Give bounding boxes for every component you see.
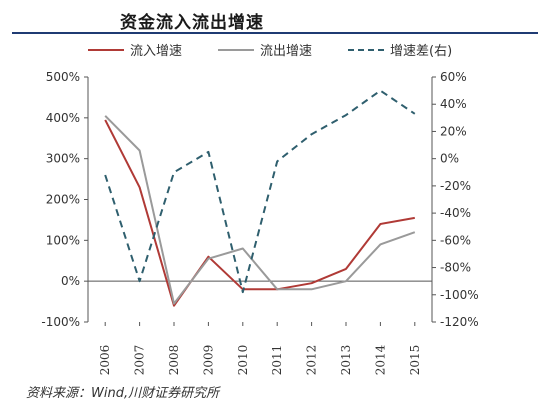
right-tick-label: -60%: [440, 233, 471, 247]
right-tick-label: -80%: [440, 261, 471, 275]
legend-item-diff: 增速差(右): [348, 40, 452, 59]
right-tick-label: 40%: [440, 97, 467, 111]
series-line-outflow: [104, 115, 416, 305]
x-tick-label: 2009: [201, 345, 215, 376]
right-tick-label: -120%: [440, 315, 479, 329]
right-tick-label: -40%: [440, 206, 471, 220]
left-tick-label: -100%: [41, 315, 80, 329]
left-tick-label: 300%: [46, 152, 80, 166]
x-tick-label: 2015: [408, 345, 422, 376]
left-tick-label: 0%: [61, 274, 80, 288]
left-tick-label: 500%: [46, 70, 80, 84]
x-tick-label: 2007: [133, 345, 147, 376]
legend-label-diff: 增速差(右): [390, 44, 453, 59]
right-tick-label: -20%: [440, 179, 471, 193]
source-note: 资料来源：Wind,川财证券研究所: [26, 386, 220, 401]
legend-label-outflow: 流出增速: [260, 44, 313, 59]
x-tick-label: 2013: [339, 345, 353, 376]
left-tick-label: 400%: [46, 111, 80, 125]
series-line-diff: [104, 89, 416, 294]
x-tick-label: 2012: [305, 345, 319, 376]
x-tick-label: 2008: [167, 345, 181, 376]
legend: 流入增速 流出增速 增速差(右): [88, 40, 452, 59]
left-tick-label: 100%: [46, 233, 80, 247]
x-tick-label: 2010: [236, 345, 250, 376]
left-tick-label: 200%: [46, 193, 80, 207]
legend-swatch-inflow: [88, 48, 124, 51]
title-underline: [12, 32, 538, 34]
right-tick-label: -100%: [440, 288, 479, 302]
series-line-inflow: [104, 119, 415, 307]
x-tick-label: 2011: [270, 345, 284, 376]
right-tick-label: 20%: [440, 124, 467, 138]
legend-item-inflow: 流入增速: [88, 40, 182, 59]
legend-label-inflow: 流入增速: [130, 44, 183, 59]
x-tick-label: 2014: [373, 344, 387, 375]
chart-title: 资金流入流出增速: [120, 13, 264, 33]
right-tick-label: 0%: [440, 152, 459, 166]
legend-swatch-diff: [348, 48, 385, 51]
right-tick-label: 60%: [440, 70, 467, 84]
legend-swatch-outflow: [218, 48, 255, 51]
legend-item-outflow: 流出增速: [218, 40, 312, 59]
x-tick-label: 2006: [98, 345, 112, 376]
